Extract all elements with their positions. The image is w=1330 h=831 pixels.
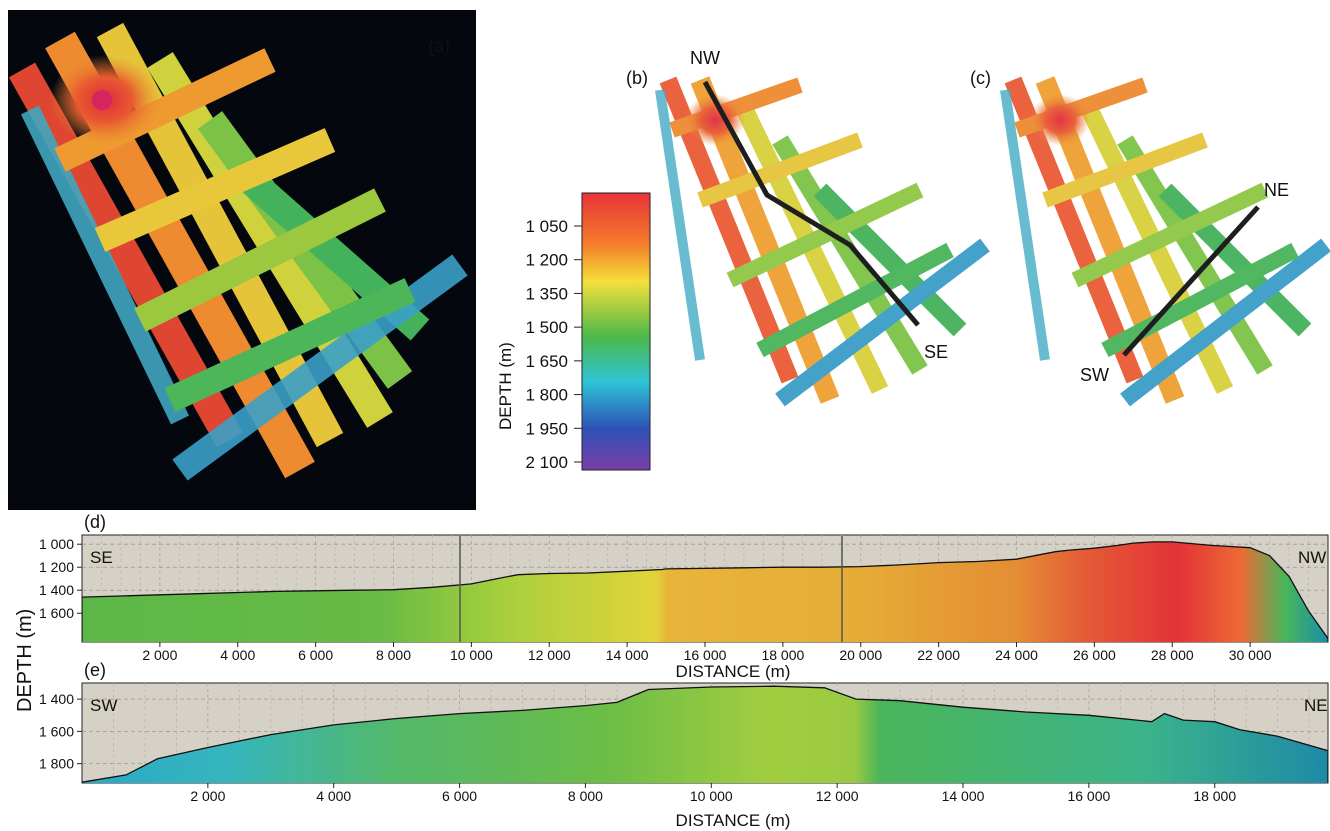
colorbar-ticks: 1 050 1 200 1 350 1 500 1 650 1 800 1 950 2 100 [525,217,582,472]
x-tick-label: 28 000 [1151,647,1194,663]
map-c-cross-4 [1101,242,1299,358]
profile-e-right-label: NE [1304,696,1328,715]
x-tick-label: 22 000 [917,647,960,663]
panel-label-e: (e) [84,660,106,680]
x-tick-label: 10 000 [450,647,493,663]
colorbar-tick-label: 1 950 [525,419,568,438]
colorbar-title: DEPTH (m) [496,342,515,430]
colorbar-tick-label: 1 050 [525,217,568,236]
colorbar-tick-label: 1 350 [525,284,568,303]
map-b-peak [685,94,745,146]
x-tick-label: 24 000 [995,647,1038,663]
colorbar-tick-label: 1 200 [525,251,568,270]
profile-d-left-label: SE [90,548,113,567]
map-b-cross-3 [726,182,924,288]
x-tick-label: 12 000 [528,647,571,663]
map-b-cross-4 [756,242,954,358]
map-a-track-7 [20,105,190,425]
map-a-cross-2 [94,128,336,252]
map-b-track-4 [772,135,928,375]
map-c-track-6 [1120,238,1330,407]
x-tick-label: 4 000 [220,647,255,663]
colorbar-tick-label: 1 650 [525,352,568,371]
x-tick-label: 8 000 [568,788,603,804]
x-tick-label: 18 000 [1193,788,1236,804]
map-b-cross-5 [655,89,705,361]
x-tick-label: 4 000 [316,788,351,804]
map-a-seamount [92,90,112,110]
y-tick-label: 1 000 [39,536,74,552]
x-tick-label: 10 000 [690,788,733,804]
y-tick-label: 1 400 [39,582,74,598]
profile-e-left-label: SW [90,696,117,715]
colorbar: 1 050 1 200 1 350 1 500 1 650 1 800 1 950 2 100… [496,192,651,472]
x-tick-label: 16 000 [684,647,727,663]
x-tick-label: 26 000 [1073,647,1116,663]
map-b-cross-2 [697,132,863,208]
map-a-cross-4 [164,278,416,412]
y-tick-label: 1 800 [39,756,74,772]
colorbar-tick-label: 1 500 [525,318,568,337]
map-panel-b: (b) NW SE [626,48,990,407]
y-tick-label: 1 400 [39,691,74,707]
x-tick-label: 14 000 [606,647,649,663]
x-tick-label: 30 000 [1229,647,1272,663]
map-c-cross-3 [1071,182,1269,288]
profile-e-xlabel: DISTANCE (m) [676,811,791,830]
x-tick-label: 6 000 [298,647,333,663]
x-tick-label: 14 000 [942,788,985,804]
panel-label-a: (a) [428,36,450,56]
x-tick-label: 12 000 [816,788,859,804]
panel-label-d: (d) [84,512,106,532]
map-b-swaths [655,76,990,407]
y-tick-label: 1 600 [39,723,74,739]
profile-d-area [82,541,1328,642]
panel-label-c: (c) [970,68,991,88]
map-b-label-se: SE [924,342,948,362]
profile-e: (e) 2 000 4 000 6 000 8 000 10 000 12 000 14 0… [39,660,1329,830]
x-tick-label: 2 000 [142,647,177,663]
map-c-track-5 [1158,183,1312,337]
map-panel-a: (a) [8,10,476,510]
profile-d: (d) 2 000 4 000 6 000 8 000 10 000 12 000 14 0… [39,512,1329,681]
y-tick-label: 1 200 [39,559,74,575]
map-c-swaths [1000,76,1330,407]
map-c-cross-5 [1000,89,1050,361]
x-tick-label: 8 000 [376,647,411,663]
map-b-track-6 [775,238,990,407]
colorbar-ramp [581,192,651,471]
map-b-track-5 [813,183,967,337]
panel-label-b: (b) [626,68,648,88]
map-c-peak [1030,94,1090,146]
x-tick-label: 2 000 [190,788,225,804]
profile-e-axes: 2 000 4 000 6 000 8 000 10 000 12 000 14 000 16… [39,691,1236,804]
colorbar-tick-label: 1 800 [525,386,568,405]
x-tick-label: 20 000 [839,647,882,663]
map-a-cross-3 [134,188,386,332]
map-c-label-ne: NE [1264,180,1289,200]
shared-depth-ylabel: DEPTH (m) [14,609,36,712]
map-panel-c: (c) NE SW [970,68,1330,407]
x-tick-label: 16 000 [1067,788,1110,804]
map-a-swaths [8,22,468,481]
y-tick-label: 1 600 [39,605,74,621]
colorbar-tick-label: 2 100 [525,453,568,472]
profile-line-nw-se [702,80,920,327]
map-c-label-sw: SW [1080,365,1109,385]
profile-d-xlabel: DISTANCE (m) [676,662,791,681]
map-b-label-nw: NW [690,48,720,68]
x-tick-label: 18 000 [761,647,804,663]
profile-e-area [82,685,1328,783]
profile-line-sw-ne [1122,205,1260,357]
map-c-cross-2 [1042,132,1208,208]
profile-d-right-label: NW [1298,548,1326,567]
x-tick-label: 6 000 [442,788,477,804]
profile-d-axes: 2 000 4 000 6 000 8 000 10 000 12 000 14 000 16… [39,536,1272,663]
map-c-track-4 [1117,135,1273,375]
